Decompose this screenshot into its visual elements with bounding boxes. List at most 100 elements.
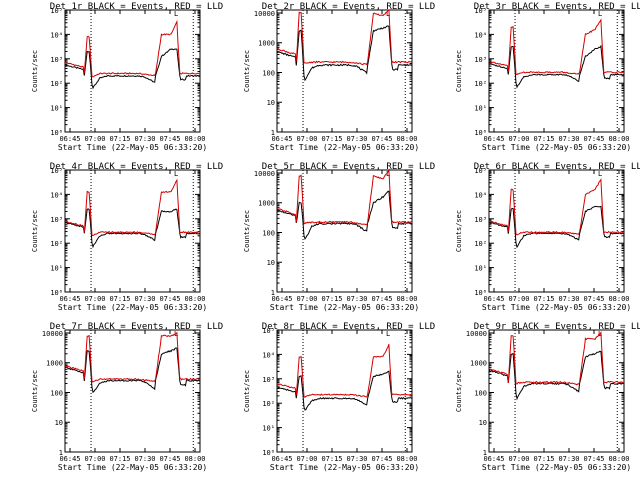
y-tick-label: 100: [474, 389, 487, 397]
x-tick-label: 06:45: [483, 295, 504, 303]
panel-title: Det 9r BLACK = Events, RED = LLD: [474, 322, 640, 332]
series-events: [64, 347, 201, 394]
y-tick-label: 10⁵: [262, 327, 275, 335]
y-tick-label: 1: [271, 289, 275, 297]
y-tick-label: 100: [50, 389, 63, 397]
x-tick-label: 08:00: [184, 455, 205, 463]
x-tick-label: 06:45: [59, 455, 80, 463]
y-tick-label: 10: [55, 419, 63, 427]
y-tick-label: 10: [267, 259, 275, 267]
y-tick-label: 10: [479, 419, 487, 427]
series-events: [488, 350, 625, 401]
series-events: [488, 205, 625, 249]
y-tick-label: 10¹: [50, 105, 63, 113]
x-tick-label: 08:00: [608, 455, 629, 463]
y-tick-label: 10³: [50, 56, 63, 64]
x-tick-label: 06:45: [271, 135, 292, 143]
plot-frame: [488, 329, 625, 453]
y-axis-label: Counts/sec: [455, 370, 463, 412]
x-tick-label: 08:00: [608, 295, 629, 303]
y-tick-label: 10⁴: [474, 191, 487, 199]
x-tick-label: 07:15: [533, 295, 554, 303]
y-tick-label: 100: [262, 229, 275, 237]
plot-frame: [64, 9, 201, 133]
series-lld: [276, 344, 413, 398]
plot-frame: [276, 169, 413, 293]
y-tick-label: 10¹: [474, 105, 487, 113]
x-tick-label: 07:30: [558, 135, 579, 143]
series-lld: [276, 9, 413, 66]
x-axis-label: Start Time (22-May-05 06:33:20): [482, 463, 631, 472]
x-tick-label: 07:15: [109, 295, 130, 303]
x-tick-label: 07:45: [371, 455, 392, 463]
x-axis-label: Start Time (22-May-05 06:33:20): [482, 143, 631, 152]
panel-title: Det 1r BLACK = Events, RED = LLD: [50, 2, 223, 12]
x-tick-label: 06:45: [483, 455, 504, 463]
panel-marker: L: [174, 170, 178, 178]
x-axis-label: Start Time (22-May-05 06:33:20): [58, 303, 207, 312]
series-events: [64, 208, 201, 249]
panel-marker: L: [598, 170, 602, 178]
x-axis-label: Start Time (22-May-05 06:33:20): [270, 463, 419, 472]
x-tick-label: 07:15: [321, 135, 342, 143]
y-axis-label: Counts/sec: [243, 210, 251, 252]
y-tick-label: 10⁴: [474, 31, 487, 39]
y-tick-label: 10¹: [50, 265, 63, 273]
x-tick-label: 08:00: [396, 295, 417, 303]
panel-title: Det 4r BLACK = Events, RED = LLD: [50, 162, 223, 172]
y-tick-label: 1000: [470, 360, 487, 368]
x-tick-label: 07:30: [346, 135, 367, 143]
x-axis-label: Start Time (22-May-05 06:33:20): [270, 143, 419, 152]
x-tick-label: 07:30: [134, 135, 155, 143]
panel-det-9: Det 9r BLACK = Events, RED = LLDL1101001…: [455, 322, 640, 472]
x-tick-label: 07:15: [109, 135, 130, 143]
x-tick-label: 07:15: [321, 295, 342, 303]
y-tick-label: 10³: [474, 216, 487, 224]
x-tick-label: 08:00: [184, 295, 205, 303]
x-tick-label: 06:45: [483, 135, 504, 143]
x-axis-label: Start Time (22-May-05 06:33:20): [482, 303, 631, 312]
y-tick-label: 10⁵: [474, 7, 487, 15]
y-axis-label: Counts/sec: [31, 50, 39, 92]
x-tick-label: 07:15: [533, 455, 554, 463]
y-tick-label: 10³: [262, 376, 275, 384]
x-axis-label: Start Time (22-May-05 06:33:20): [58, 143, 207, 152]
y-tick-label: 10²: [262, 400, 275, 408]
plot-frame: [64, 169, 201, 293]
y-axis-label: Counts/sec: [31, 210, 39, 252]
series-lld: [488, 330, 625, 386]
series-events: [276, 190, 413, 241]
x-tick-label: 07:15: [533, 135, 554, 143]
y-axis-label: Counts/sec: [243, 370, 251, 412]
panel-det-7: Det 7r BLACK = Events, RED = LLDL1101001…: [31, 322, 223, 472]
x-tick-label: 07:30: [558, 295, 579, 303]
plot-frame: [64, 329, 201, 453]
y-tick-label: 10⁰: [474, 289, 487, 297]
series-events: [64, 48, 201, 90]
panel-title: Det 3r BLACK = Events, RED = LLD: [474, 2, 640, 12]
x-tick-label: 07:45: [159, 455, 180, 463]
y-tick-label: 10³: [50, 216, 63, 224]
series-events: [276, 370, 413, 411]
y-tick-label: 100: [262, 69, 275, 77]
x-tick-label: 06:45: [59, 295, 80, 303]
y-tick-label: 10²: [474, 240, 487, 248]
x-tick-label: 07:00: [508, 455, 529, 463]
series-lld: [64, 19, 200, 78]
x-tick-label: 07:15: [321, 455, 342, 463]
x-tick-label: 07:30: [346, 295, 367, 303]
y-tick-label: 10¹: [262, 425, 275, 433]
series-events: [488, 44, 625, 89]
series-events: [276, 25, 413, 82]
y-tick-label: 1000: [258, 200, 275, 208]
plot-frame: [276, 9, 413, 133]
x-tick-label: 07:00: [508, 135, 529, 143]
x-tick-label: 07:15: [109, 455, 130, 463]
y-tick-label: 10000: [466, 330, 487, 338]
x-tick-label: 07:45: [583, 455, 604, 463]
